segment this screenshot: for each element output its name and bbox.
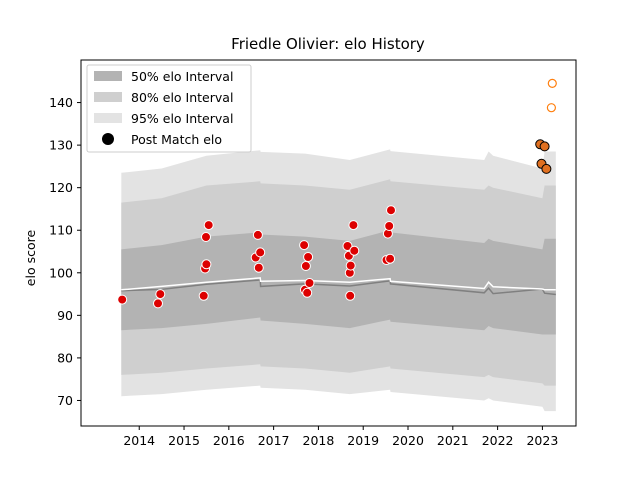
lines-layer <box>121 277 556 296</box>
plot-frame <box>80 59 577 427</box>
x-tick-label: 2023 <box>526 433 558 448</box>
post-match-elo-point <box>203 220 214 231</box>
mean-elo-line <box>121 277 556 291</box>
post-match-elo-point <box>386 205 396 216</box>
post-match-elo-point <box>302 287 313 298</box>
y-tick-label: 80 <box>57 350 73 365</box>
x-tick-label: 2015 <box>168 433 200 448</box>
post-match-elo-point <box>300 261 311 271</box>
post-match-elo-point <box>348 220 359 231</box>
post-match-elo-point <box>252 229 263 240</box>
x-tick-label: 2018 <box>303 433 335 448</box>
legend: 50% elo Interval 80% elo Interval 95% el… <box>86 64 252 153</box>
legend-swatch-80 <box>94 92 122 102</box>
recent-match-elo-point <box>539 141 550 152</box>
post-match-elo-point <box>153 298 163 309</box>
y-tick-label: 110 <box>49 223 73 238</box>
post-match-elo-point <box>342 241 353 251</box>
post-match-elo-point <box>117 294 128 305</box>
post-match-elo-point <box>201 259 212 270</box>
legend-swatch-95 <box>94 113 122 123</box>
x-tick-label: 2020 <box>392 433 424 448</box>
post-match-elo-point <box>304 278 315 288</box>
x-tick-label: 2014 <box>123 433 155 448</box>
legend-label-95: 95% elo Interval <box>131 111 233 126</box>
post-match-elo-point <box>155 289 166 300</box>
x-tick-label: 2016 <box>213 433 245 448</box>
plot-area <box>117 78 557 412</box>
post-match-elo-point <box>385 253 396 264</box>
recent-match-elo-point <box>541 163 552 174</box>
post-match-elo-point <box>253 262 264 273</box>
y-tick-label: 140 <box>49 95 73 110</box>
post-match-elo-point <box>255 247 266 258</box>
legend-label-80: 80% elo Interval <box>131 90 233 105</box>
y-tick-label: 90 <box>57 308 73 323</box>
post-match-elo-point <box>299 240 310 251</box>
chart-title: Friedle Olivier: elo History <box>231 35 425 53</box>
post-match-elo-point <box>345 260 356 271</box>
y-tick-label: 120 <box>49 180 73 195</box>
axes-layer: 2014 2015 2016 2017 2018 2019 2020 2021 2022 2023… <box>49 59 577 448</box>
points-layer <box>117 78 557 309</box>
post-match-elo-point <box>345 290 356 301</box>
x-tick-label: 2021 <box>437 433 469 448</box>
y-tick-label: 130 <box>49 138 73 153</box>
x-tick-label: 2019 <box>347 433 379 448</box>
post-match-elo-point <box>198 290 209 301</box>
x-tick-label: 2022 <box>482 433 514 448</box>
post-match-elo-point <box>349 245 360 256</box>
legend-marker-post-match <box>102 133 114 145</box>
post-match-elo-point <box>384 221 395 231</box>
legend-label-post-match: Post Match elo <box>131 132 222 147</box>
post-match-elo-point <box>303 252 314 262</box>
projected-elo-point <box>547 78 557 89</box>
legend-label-50: 50% elo Interval <box>131 69 233 84</box>
legend-swatch-50 <box>94 71 122 81</box>
y-tick-label: 100 <box>49 265 73 280</box>
post-match-elo-point <box>201 232 211 242</box>
legend-frame <box>86 64 252 153</box>
y-axis-label: elo score <box>23 230 38 287</box>
projected-elo-point <box>546 103 557 113</box>
x-tick-label: 2017 <box>258 433 290 448</box>
y-tick-label: 70 <box>57 393 73 408</box>
